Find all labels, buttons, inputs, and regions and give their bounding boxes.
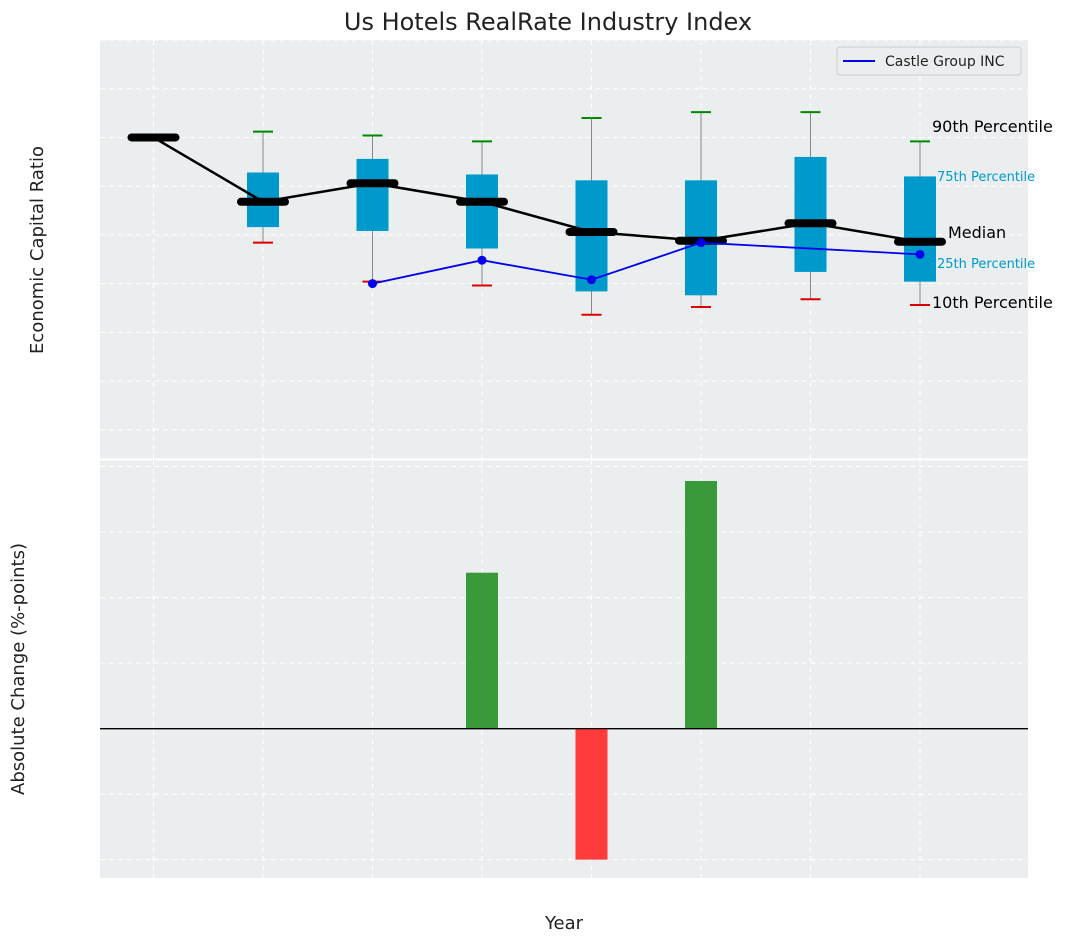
p90-annotation: 90th Percentile bbox=[932, 117, 1053, 136]
bar-negative bbox=[575, 728, 608, 860]
legend-label: Castle Group INC bbox=[885, 54, 1005, 70]
iqr-box bbox=[466, 174, 498, 249]
median-series bbox=[127, 133, 946, 246]
top-panel-background bbox=[100, 40, 1028, 459]
bar-series bbox=[100, 480, 1028, 860]
company-point bbox=[696, 238, 706, 248]
legend-box bbox=[836, 46, 1022, 76]
bar-positive bbox=[466, 572, 498, 729]
p75-annotation: 75th Percentile bbox=[937, 170, 1035, 185]
company-point bbox=[915, 249, 925, 259]
bar-positive bbox=[685, 480, 717, 729]
iqr-box bbox=[356, 158, 389, 231]
median-annotation: Median bbox=[948, 223, 1006, 242]
chart-title: Us Hotels RealRate Industry Index bbox=[344, 8, 752, 36]
bottom-y-axis-label: Absolute Change (%-points) bbox=[8, 543, 29, 795]
p10-annotation: 10th Percentile bbox=[932, 293, 1053, 312]
iqr-box bbox=[904, 176, 936, 282]
legend: Castle Group INC bbox=[836, 46, 1022, 76]
iqr-box bbox=[794, 156, 827, 272]
company-point bbox=[368, 279, 377, 289]
company-point bbox=[587, 275, 596, 285]
percentile-annotations: 90th Percentile 75th Percentile Median 2… bbox=[932, 117, 1053, 312]
bottom-panel: Absolute Change (%-points) Year bbox=[8, 460, 1028, 934]
company-point bbox=[477, 255, 487, 265]
top-y-axis-label: Economic Capital Ratio bbox=[27, 146, 48, 354]
company-series bbox=[368, 238, 925, 289]
top-panel: 90th Percentile 75th Percentile Median 2… bbox=[27, 39, 1053, 459]
x-axis-label: Year bbox=[544, 913, 584, 934]
p25-annotation: 25th Percentile bbox=[937, 257, 1035, 272]
bottom-panel-background bbox=[100, 460, 1028, 878]
